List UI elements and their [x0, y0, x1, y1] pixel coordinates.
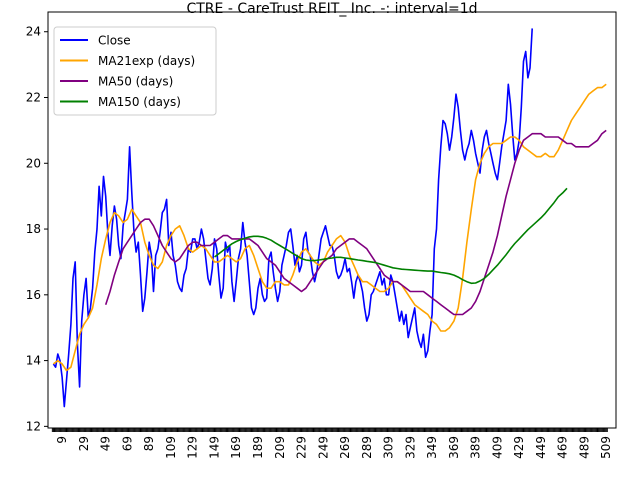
- x-tick-label: 269: [338, 436, 352, 459]
- x-tick-label: 449: [534, 436, 548, 459]
- legend: Close MA21exp (days) MA50 (days) MA150 (day…: [53, 26, 217, 116]
- x-tick-label: 29: [77, 436, 91, 451]
- series-layer: [52, 28, 607, 408]
- x-tick-label: 189: [251, 436, 265, 459]
- x-tick-label: 389: [469, 436, 483, 459]
- x-tick-label: 9: [55, 436, 69, 444]
- y-tick-label: 22: [26, 91, 41, 105]
- x-tick-label: 289: [360, 436, 374, 459]
- y-axis: 12 14 16 18 20 22 24: [26, 25, 48, 433]
- x-tick-label: 89: [142, 436, 156, 451]
- series-line-ma21exp-days: [52, 83, 607, 372]
- y-tick-label: 20: [26, 156, 41, 170]
- x-tick-label: 49: [99, 436, 113, 451]
- x-tick-label: 329: [403, 436, 417, 459]
- x-tick-label: 489: [577, 436, 591, 459]
- x-tick-label: 129: [186, 436, 200, 459]
- x-tick-label: 229: [295, 436, 309, 459]
- series-line-ma50-days: [104, 129, 607, 316]
- y-tick-label: 14: [26, 354, 41, 368]
- legend-box: [53, 26, 217, 116]
- legend-label: MA50 (days): [98, 75, 173, 89]
- series-line-close: [52, 28, 533, 408]
- chart-title: CTRE - CareTrust REIT_ Inc. -: interval=…: [186, 1, 477, 17]
- x-tick-label: 149: [207, 436, 221, 459]
- x-tick-label: 309: [382, 436, 396, 459]
- x-tick-label: 429: [512, 436, 526, 459]
- y-tick-label: 24: [26, 25, 41, 39]
- legend-label: Close: [98, 34, 131, 48]
- y-tick-label: 12: [26, 419, 41, 433]
- x-tick-label: 69: [120, 436, 134, 451]
- x-tick-label: 469: [556, 436, 570, 459]
- series-line-ma150-days: [214, 187, 568, 285]
- x-tick-label: 409: [490, 436, 504, 459]
- x-tick-label: 349: [425, 436, 439, 459]
- y-tick-label: 16: [26, 288, 41, 302]
- x-tick-label: 369: [447, 436, 461, 459]
- x-tick-label: 249: [316, 436, 330, 459]
- y-tick-label: 18: [26, 222, 41, 236]
- x-axis: 9 29 49 69 89 109 129 149 169 189 209 229 249 269 289 3…: [51, 428, 613, 459]
- x-minor-ticks: [51, 428, 608, 432]
- x-tick-label: 109: [164, 436, 178, 459]
- x-tick-label: 209: [273, 436, 287, 459]
- x-tick-label: 169: [229, 436, 243, 459]
- x-tick-label: 509: [599, 436, 613, 459]
- legend-label: MA21exp (days): [98, 54, 195, 68]
- legend-label: MA150 (days): [98, 95, 181, 109]
